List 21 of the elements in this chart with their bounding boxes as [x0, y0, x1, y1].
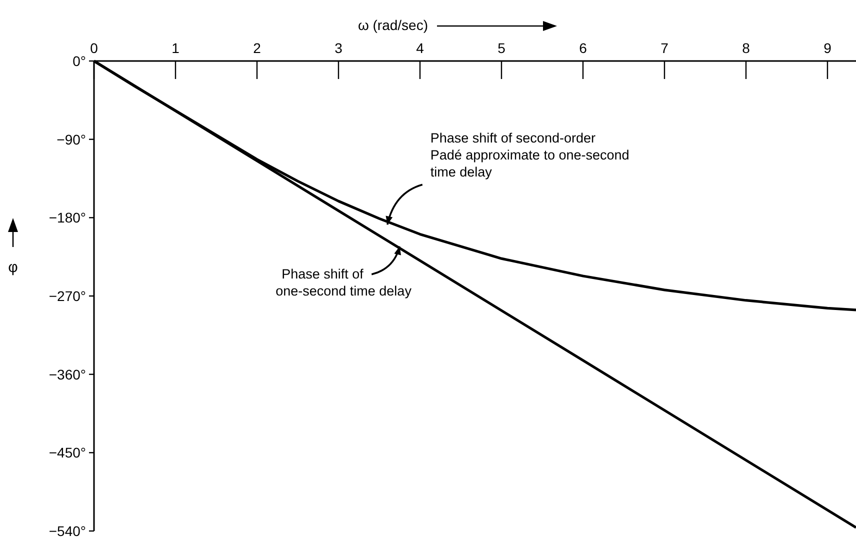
y-axis-title: φ: [8, 259, 18, 276]
y-tick-label: −180°: [48, 210, 86, 226]
x-tick-label: 0: [90, 40, 98, 56]
x-tick-label: 1: [172, 40, 180, 56]
x-tick-label: 9: [824, 40, 832, 56]
y-tick-label: 0°: [72, 53, 86, 69]
x-tick-label: 3: [334, 40, 343, 56]
x-tick-label: 8: [742, 40, 750, 56]
x-tick-label: 2: [253, 40, 262, 56]
y-tick-label: −450°: [48, 444, 86, 461]
x-tick-label: 4: [416, 40, 424, 56]
y-tick-label: −270°: [48, 288, 86, 304]
x-tick-label: 5: [498, 40, 506, 56]
y-tick-label: −360°: [48, 366, 86, 382]
y-tick-label: −90°: [56, 131, 86, 148]
annotation: Phase shift of one-second time delay: [276, 266, 412, 298]
annotation: Phase shift of second-order Padé approximate to one-second time delay: [430, 130, 630, 180]
x-axis-title: ω (rad/sec): [358, 17, 428, 33]
y-tick-label: −540°: [48, 523, 86, 539]
x-tick-label: 7: [660, 40, 669, 56]
x-tick-label: 6: [579, 40, 588, 56]
